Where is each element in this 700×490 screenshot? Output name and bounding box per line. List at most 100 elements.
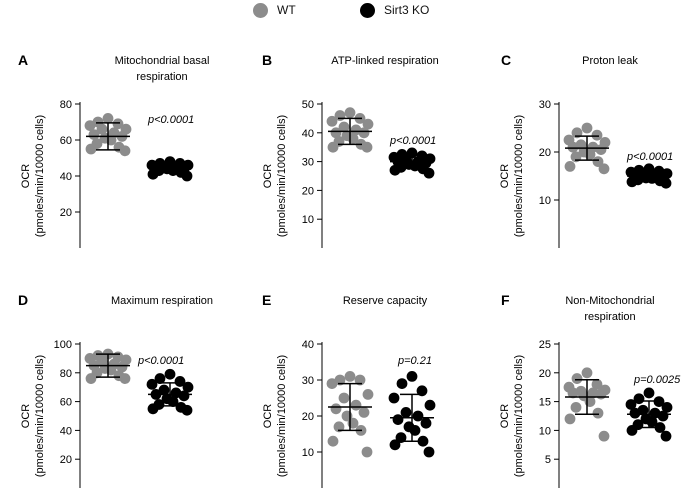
y-tick-label-b: 10: [302, 214, 314, 226]
data-point-a-wt: [119, 145, 131, 157]
y-axis-label-c: (pmoles/min/10000 cells): [513, 115, 525, 237]
y-axis-label-f: (pmoles/min/10000 cells): [513, 355, 525, 477]
y-tick-label-c: 30: [539, 99, 551, 111]
y-tick-label-e: 30: [302, 375, 314, 387]
data-point-e-sirt3-ko: [396, 378, 408, 389]
data-point-e-wt: [327, 435, 339, 447]
p-value-b: p<0.0001: [389, 135, 436, 147]
data-point-b-wt: [344, 107, 356, 119]
data-point-e-wt: [354, 374, 366, 386]
data-point-e-wt: [358, 407, 370, 418]
data-point-e-wt: [326, 378, 338, 389]
data-point-b-wt: [358, 127, 370, 139]
data-point-a-wt: [84, 120, 96, 131]
data-point-a-wt: [85, 143, 97, 155]
data-point-a-wt: [102, 113, 114, 124]
panel-letter-f: F: [501, 292, 510, 308]
data-point-e-wt: [362, 389, 374, 400]
y-tick-label-b: 50: [302, 99, 314, 111]
y-tick-label-e: 10: [302, 447, 314, 459]
y-tick-label-f: 5: [545, 454, 551, 466]
y-axis-label-b: OCR: [262, 164, 274, 189]
y-axis-label-f: OCR: [499, 404, 511, 429]
data-point-d-wt: [119, 373, 131, 384]
data-point-e-sirt3-ko: [395, 432, 407, 443]
y-axis-label-e: OCR: [262, 404, 274, 429]
data-point-b-wt: [361, 141, 373, 153]
data-point-e-wt: [330, 403, 342, 415]
data-point-e-wt: [344, 371, 356, 382]
y-axis-label-c: OCR: [499, 164, 511, 189]
data-point-f-sirt3-ko: [625, 399, 637, 410]
y-axis-label-d: (pmoles/min/10000 cells): [34, 355, 46, 477]
data-point-f-wt: [591, 378, 603, 390]
legend-item-wt: WT: [253, 2, 296, 18]
y-tick-label-d: 80: [60, 368, 72, 380]
panel-letter-a: A: [18, 52, 28, 68]
data-point-e-sirt3-ko: [416, 385, 428, 397]
p-value-c: p<0.0001: [626, 151, 673, 163]
data-point-c-wt: [581, 122, 593, 134]
panel-letter-d: D: [18, 292, 28, 308]
y-tick-label-a: 60: [60, 135, 72, 147]
data-point-b-wt: [326, 115, 338, 127]
data-point-e-sirt3-ko: [406, 371, 418, 382]
data-point-b-wt: [330, 127, 342, 139]
y-tick-label-a: 40: [60, 171, 72, 183]
data-point-d-sirt3-ko: [174, 376, 186, 387]
panel-title-b: ATP-linked respiration: [331, 55, 438, 67]
data-point-d-sirt3-ko: [182, 381, 194, 393]
p-value-a: p<0.0001: [147, 114, 194, 126]
data-point-f-wt: [598, 430, 610, 442]
data-point-f-sirt3-ko: [660, 430, 672, 442]
data-point-c-wt: [591, 129, 603, 141]
p-value-d: p<0.0001: [137, 355, 184, 367]
data-point-b-wt: [338, 121, 350, 133]
data-point-e-sirt3-ko: [424, 399, 436, 411]
y-axis-label-b: (pmoles/min/10000 cells): [276, 115, 288, 237]
data-point-e-sirt3-ko: [423, 446, 435, 458]
data-point-b-sirt3-ko: [389, 164, 401, 176]
panel-title-a: Mitochondrial basal: [115, 55, 210, 67]
y-tick-label-a: 80: [60, 99, 72, 111]
data-point-a-sirt3-ko: [181, 170, 193, 182]
panel-title-f: Non-Mitochondrial: [565, 295, 654, 307]
data-point-e-sirt3-ko: [420, 417, 432, 429]
y-tick-label-f: 10: [539, 425, 551, 437]
data-point-e-wt: [350, 399, 362, 411]
y-axis-label-a: (pmoles/min/10000 cells): [34, 115, 46, 237]
y-tick-label-c: 20: [539, 147, 551, 159]
data-point-c-wt: [592, 156, 604, 168]
y-tick-label-d: 100: [54, 339, 72, 351]
data-point-e-sirt3-ko: [388, 392, 400, 404]
data-point-e-sirt3-ko: [409, 425, 421, 436]
data-point-b-wt: [362, 118, 374, 130]
data-point-a-wt: [96, 123, 108, 135]
data-point-d-wt: [85, 373, 97, 384]
y-tick-label-d: 40: [60, 425, 72, 437]
data-point-f-wt: [564, 413, 576, 425]
data-point-e-wt: [347, 417, 359, 429]
y-tick-label-f: 20: [539, 368, 551, 380]
y-tick-label-e: 20: [302, 411, 314, 423]
y-tick-label-d: 60: [60, 397, 72, 409]
p-value-f: p=0.0025: [633, 374, 681, 386]
data-point-b-wt: [327, 141, 339, 153]
data-point-c-sirt3-ko: [660, 177, 672, 189]
y-tick-label-e: 40: [302, 339, 314, 351]
data-point-d-sirt3-ko: [147, 403, 159, 415]
data-point-f-sirt3-ko: [643, 387, 655, 399]
y-tick-label-b: 30: [302, 157, 314, 169]
p-value-e: p=0.21: [397, 355, 432, 367]
data-point-d-sirt3-ko: [154, 373, 166, 384]
panel-title-d: Maximum respiration: [111, 295, 213, 307]
data-point-d-wt: [116, 361, 128, 373]
legend-item-sirt3-ko: Sirt3 KO: [360, 2, 429, 18]
data-point-e-sirt3-ko: [400, 407, 412, 418]
panel-title-e: Reserve capacity: [343, 295, 428, 307]
data-point-f-wt: [581, 367, 593, 379]
data-point-e-sirt3-ko: [392, 414, 404, 425]
data-point-a-wt: [112, 118, 124, 130]
y-axis-label-a: OCR: [20, 164, 32, 189]
